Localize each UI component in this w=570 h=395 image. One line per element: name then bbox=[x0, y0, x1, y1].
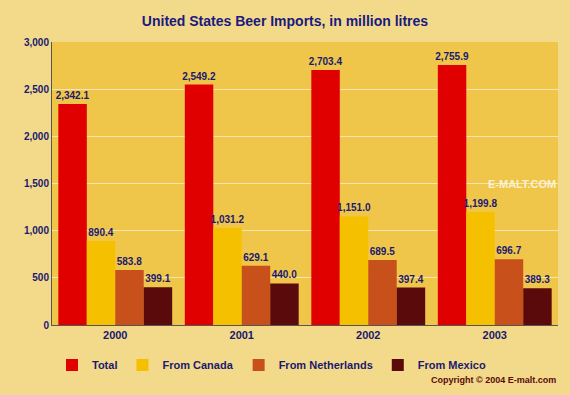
svg-text:Total: Total bbox=[92, 359, 117, 371]
svg-text:397.4: 397.4 bbox=[398, 274, 423, 285]
svg-text:696.7: 696.7 bbox=[496, 245, 521, 256]
svg-text:Copyright © 2004 E-malt.com: Copyright © 2004 E-malt.com bbox=[431, 375, 556, 385]
svg-text:689.5: 689.5 bbox=[370, 246, 395, 257]
svg-text:1,151.0: 1,151.0 bbox=[337, 202, 371, 213]
svg-text:500: 500 bbox=[32, 272, 49, 283]
svg-text:2003: 2003 bbox=[483, 329, 507, 341]
svg-text:1,031.2: 1,031.2 bbox=[211, 214, 245, 225]
svg-text:United States Beer Imports, in: United States Beer Imports, in million l… bbox=[142, 13, 428, 29]
svg-text:2002: 2002 bbox=[356, 329, 380, 341]
svg-text:From Canada: From Canada bbox=[162, 359, 233, 371]
svg-text:2,703.4: 2,703.4 bbox=[309, 56, 343, 67]
svg-text:From Netherlands: From Netherlands bbox=[279, 359, 373, 371]
svg-text:399.1: 399.1 bbox=[145, 273, 170, 284]
svg-text:1,500: 1,500 bbox=[24, 178, 49, 189]
svg-text:583.8: 583.8 bbox=[117, 256, 142, 267]
svg-text:1,199.8: 1,199.8 bbox=[464, 198, 498, 209]
svg-text:2,500: 2,500 bbox=[24, 84, 49, 95]
svg-text:From Mexico: From Mexico bbox=[418, 359, 486, 371]
svg-text:0: 0 bbox=[43, 320, 49, 331]
svg-text:2,342.1: 2,342.1 bbox=[56, 90, 90, 101]
svg-text:2001: 2001 bbox=[230, 329, 254, 341]
svg-text:890.4: 890.4 bbox=[88, 227, 113, 238]
svg-text:440.0: 440.0 bbox=[272, 269, 297, 280]
svg-text:2,000: 2,000 bbox=[24, 131, 49, 142]
svg-text:2000: 2000 bbox=[103, 329, 127, 341]
svg-text:629.1: 629.1 bbox=[243, 252, 268, 263]
svg-text:3,000: 3,000 bbox=[24, 37, 49, 48]
svg-text:2,549.2: 2,549.2 bbox=[182, 71, 216, 82]
svg-text:1,000: 1,000 bbox=[24, 225, 49, 236]
svg-text:2,755.9: 2,755.9 bbox=[435, 51, 469, 62]
svg-text:389.3: 389.3 bbox=[525, 274, 550, 285]
svg-text:E-MALT.COM: E-MALT.COM bbox=[488, 178, 556, 190]
